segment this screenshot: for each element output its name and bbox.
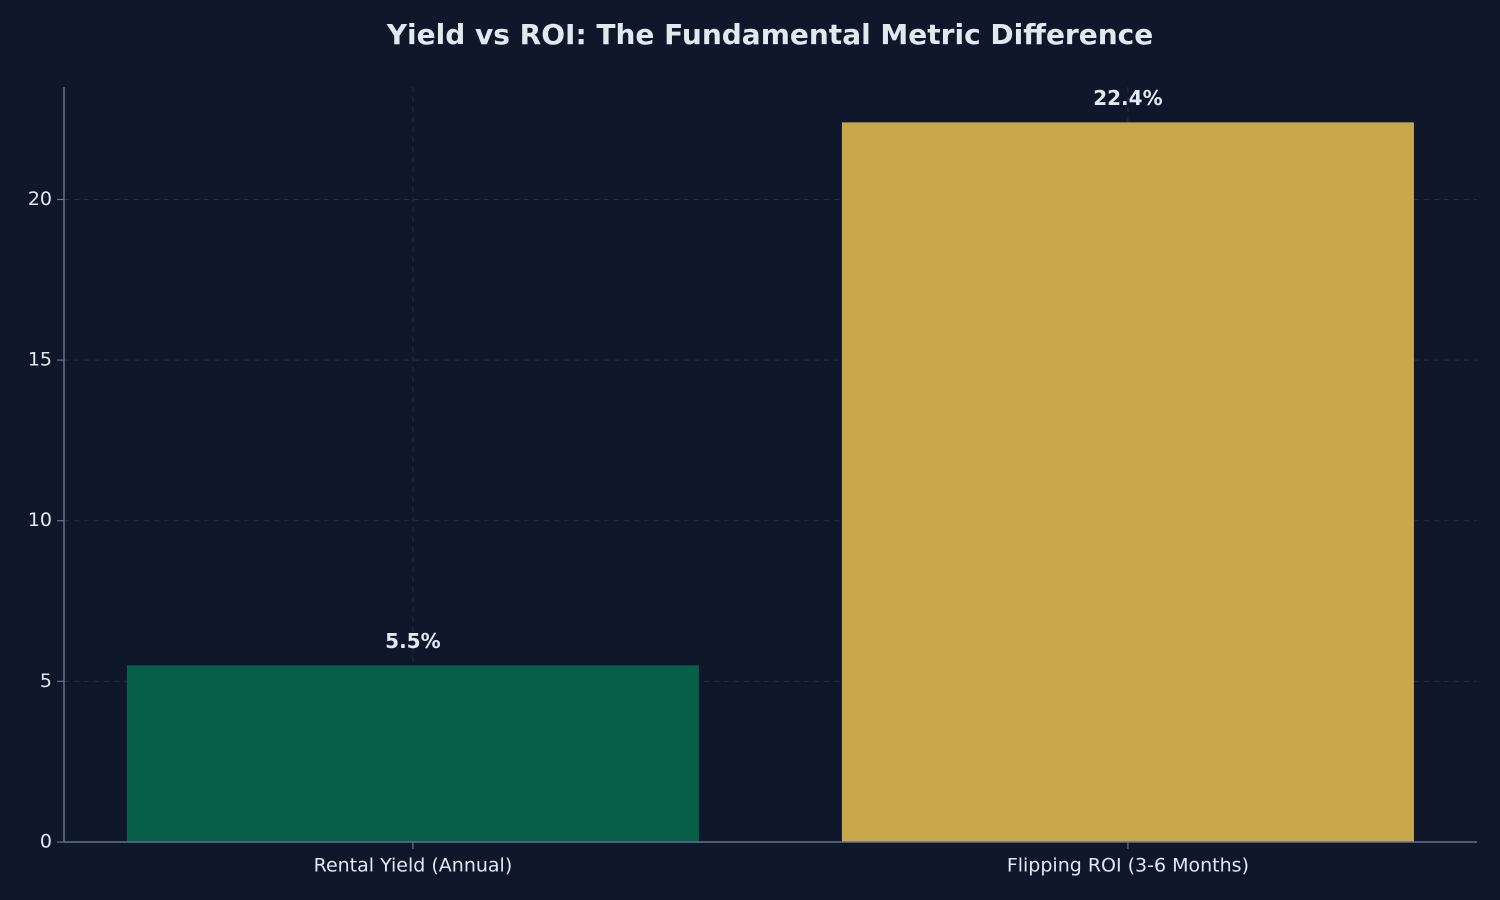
- chart-title: Yield vs ROI: The Fundamental Metric Dif…: [386, 18, 1154, 51]
- y-tick-label: 20: [28, 188, 52, 210]
- x-tick-label: Flipping ROI (3-6 Months): [1007, 855, 1249, 877]
- y-tick-label: 0: [40, 831, 52, 853]
- bar: [841, 122, 1414, 842]
- y-tick-label: 15: [28, 349, 52, 371]
- y-tick-label: 5: [40, 670, 52, 692]
- bar: [126, 665, 699, 842]
- value-label: 5.5%: [385, 629, 440, 653]
- value-label: 22.4%: [1093, 86, 1162, 110]
- x-tick-label: Rental Yield (Annual): [314, 855, 513, 877]
- y-tick-label: 10: [28, 509, 52, 531]
